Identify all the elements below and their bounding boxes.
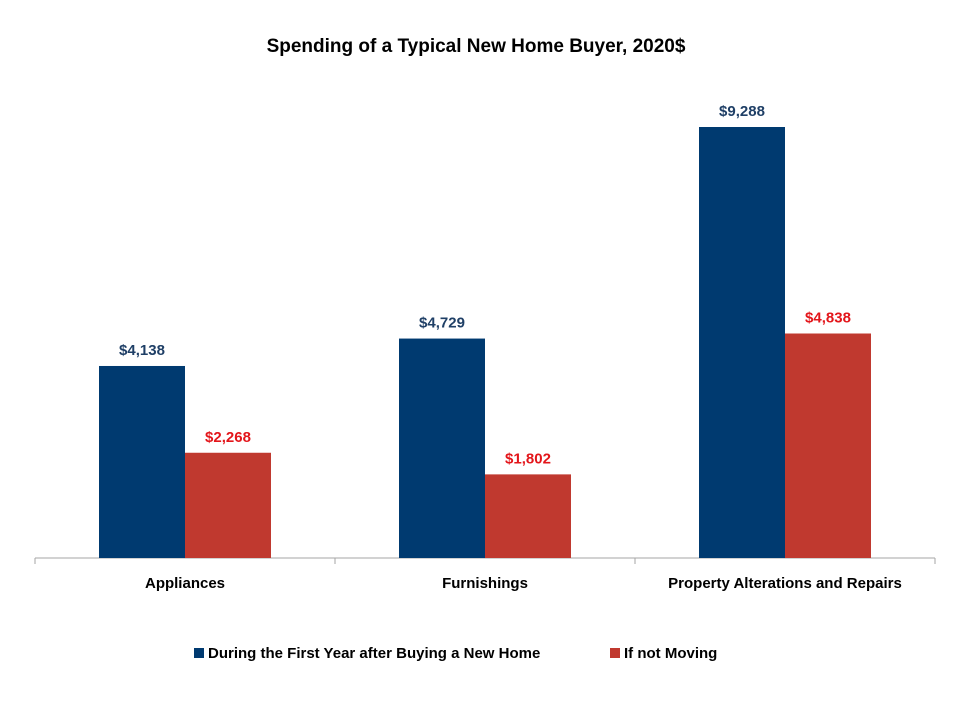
legend-swatch <box>194 648 204 658</box>
category-label: Furnishings <box>442 575 528 592</box>
data-label: $4,138 <box>119 342 165 359</box>
data-labels: $4,138 $2,268 $4,729 $1,802 $9,288 $4,838 <box>119 103 851 467</box>
legend: During the First Year after Buying a New… <box>194 645 717 662</box>
data-label: $2,268 <box>205 429 251 446</box>
data-label: $1,802 <box>505 450 551 467</box>
bar-first-year-2 <box>399 338 485 558</box>
bar-not-moving-2 <box>485 474 571 558</box>
data-label: $9,288 <box>719 103 765 120</box>
data-label: $4,729 <box>419 315 465 332</box>
legend-label: During the First Year after Buying a New… <box>208 645 540 662</box>
legend-swatch <box>610 648 620 658</box>
bar-first-year-1 <box>99 365 185 558</box>
x-axis <box>34 557 936 564</box>
category-labels: Appliances Furnishings Property Alteration… <box>145 575 902 592</box>
category-label: Appliances <box>145 575 225 592</box>
bar-not-moving-1 <box>185 452 271 558</box>
category-label: Property Alterations and Repairs <box>668 575 902 592</box>
legend-label: If not Moving <box>624 645 717 662</box>
bar-first-year-3 <box>699 127 785 558</box>
data-label: $4,838 <box>805 309 851 326</box>
chart-title: Spending of a Typical New Home Buyer, 20… <box>267 36 686 57</box>
bars <box>99 127 871 558</box>
bar-not-moving-3 <box>785 333 871 558</box>
